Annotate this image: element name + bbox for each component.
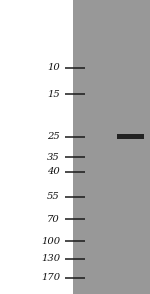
Text: 15: 15: [47, 90, 60, 98]
Text: 170: 170: [41, 273, 60, 282]
Text: 55: 55: [47, 193, 60, 201]
Bar: [73, 0, 150, 294]
Text: 100: 100: [41, 237, 60, 245]
Text: 10: 10: [47, 63, 60, 72]
Text: 70: 70: [47, 215, 60, 223]
Text: 130: 130: [41, 254, 60, 263]
Text: 40: 40: [47, 168, 60, 176]
Text: 25: 25: [47, 132, 60, 141]
Bar: [117, 134, 144, 139]
Text: 35: 35: [47, 153, 60, 162]
